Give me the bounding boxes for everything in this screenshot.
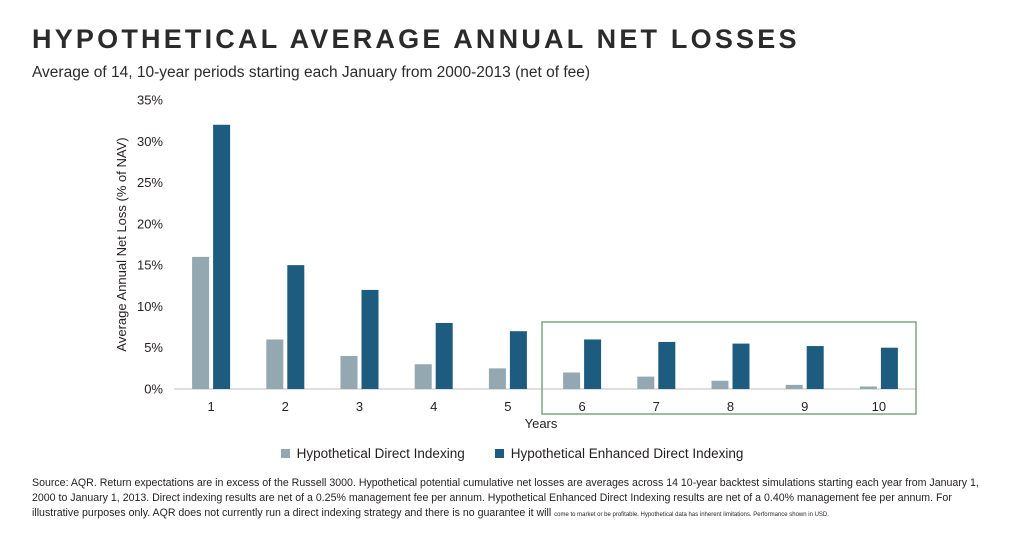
x-tick-label: 3 bbox=[356, 399, 363, 414]
bar-enhanced-direct-indexing bbox=[584, 339, 602, 389]
legend-item-enhanced-direct-indexing: Hypothetical Enhanced Direct Indexing bbox=[494, 446, 744, 461]
bar-enhanced-direct-indexing bbox=[658, 341, 676, 389]
highlight-box bbox=[541, 321, 917, 415]
bar-enhanced-direct-indexing bbox=[435, 322, 453, 389]
y-tick-label: 5% bbox=[144, 340, 163, 355]
bar-direct-indexing bbox=[711, 380, 729, 389]
y-tick-label: 0% bbox=[144, 382, 163, 397]
bar-direct-indexing bbox=[637, 376, 655, 389]
legend-item-direct-indexing: Hypothetical Direct Indexing bbox=[280, 446, 465, 461]
x-tick-label: 6 bbox=[578, 399, 585, 414]
source-note: Source: AQR. Return expectations are in … bbox=[32, 476, 992, 523]
bar-direct-indexing bbox=[266, 339, 284, 389]
legend-label-direct-indexing: Hypothetical Direct Indexing bbox=[296, 446, 465, 461]
y-tick-label: 30% bbox=[137, 134, 163, 149]
y-tick-label: 20% bbox=[137, 216, 163, 231]
x-tick-label: 2 bbox=[282, 399, 289, 414]
legend-swatch-enhanced-direct-indexing bbox=[494, 449, 504, 458]
bar-enhanced-direct-indexing bbox=[287, 265, 305, 389]
bar-enhanced-direct-indexing bbox=[880, 347, 898, 389]
x-tick-label: 4 bbox=[430, 399, 437, 414]
bar-direct-indexing bbox=[563, 372, 581, 389]
x-tick-label: 9 bbox=[801, 399, 808, 414]
bar-enhanced-direct-indexing bbox=[361, 289, 379, 389]
source-main-text: Source: AQR. Return expectations are in … bbox=[32, 477, 979, 519]
chart-subtitle: Average of 14, 10-year periods starting … bbox=[32, 64, 591, 81]
y-tick-label: 15% bbox=[137, 258, 163, 273]
x-tick-label: 7 bbox=[653, 399, 660, 414]
x-axis-label: Years bbox=[525, 416, 558, 431]
x-tick-label: 1 bbox=[207, 399, 214, 414]
chart-title: HYPOTHETICAL AVERAGE ANNUAL NET LOSSES bbox=[32, 24, 800, 54]
legend-label-enhanced-direct-indexing: Hypothetical Enhanced Direct Indexing bbox=[510, 446, 744, 461]
chart-legend: Hypothetical Direct Indexing Hypothetica… bbox=[0, 446, 1024, 461]
y-tick-label: 35% bbox=[137, 93, 163, 108]
bar-direct-indexing bbox=[859, 386, 877, 389]
x-tick-label: 5 bbox=[504, 399, 511, 414]
bar-enhanced-direct-indexing bbox=[509, 331, 527, 389]
bar-enhanced-direct-indexing bbox=[806, 346, 824, 389]
y-tick-label: 25% bbox=[137, 175, 163, 190]
y-tick-label: 10% bbox=[137, 299, 163, 314]
bar-direct-indexing bbox=[340, 355, 358, 389]
source-small-text: come to market or be profitable. Hypothe… bbox=[554, 512, 829, 518]
legend-swatch-direct-indexing bbox=[280, 449, 290, 458]
bar-direct-indexing bbox=[414, 364, 432, 389]
bar-enhanced-direct-indexing bbox=[732, 343, 750, 389]
bar-direct-indexing bbox=[488, 368, 506, 389]
x-tick-label: 8 bbox=[727, 399, 734, 414]
bar-direct-indexing bbox=[785, 384, 803, 389]
bar-enhanced-direct-indexing bbox=[213, 124, 231, 390]
y-axis-label: Average Annual Net Loss (% of NAV) bbox=[114, 137, 129, 351]
x-tick-label: 10 bbox=[872, 399, 886, 414]
bar-chart: 0% 5% 10% 15% 20% 25% 30% 35% Average Annual Net… bbox=[114, 93, 917, 431]
bar-direct-indexing bbox=[192, 256, 210, 389]
